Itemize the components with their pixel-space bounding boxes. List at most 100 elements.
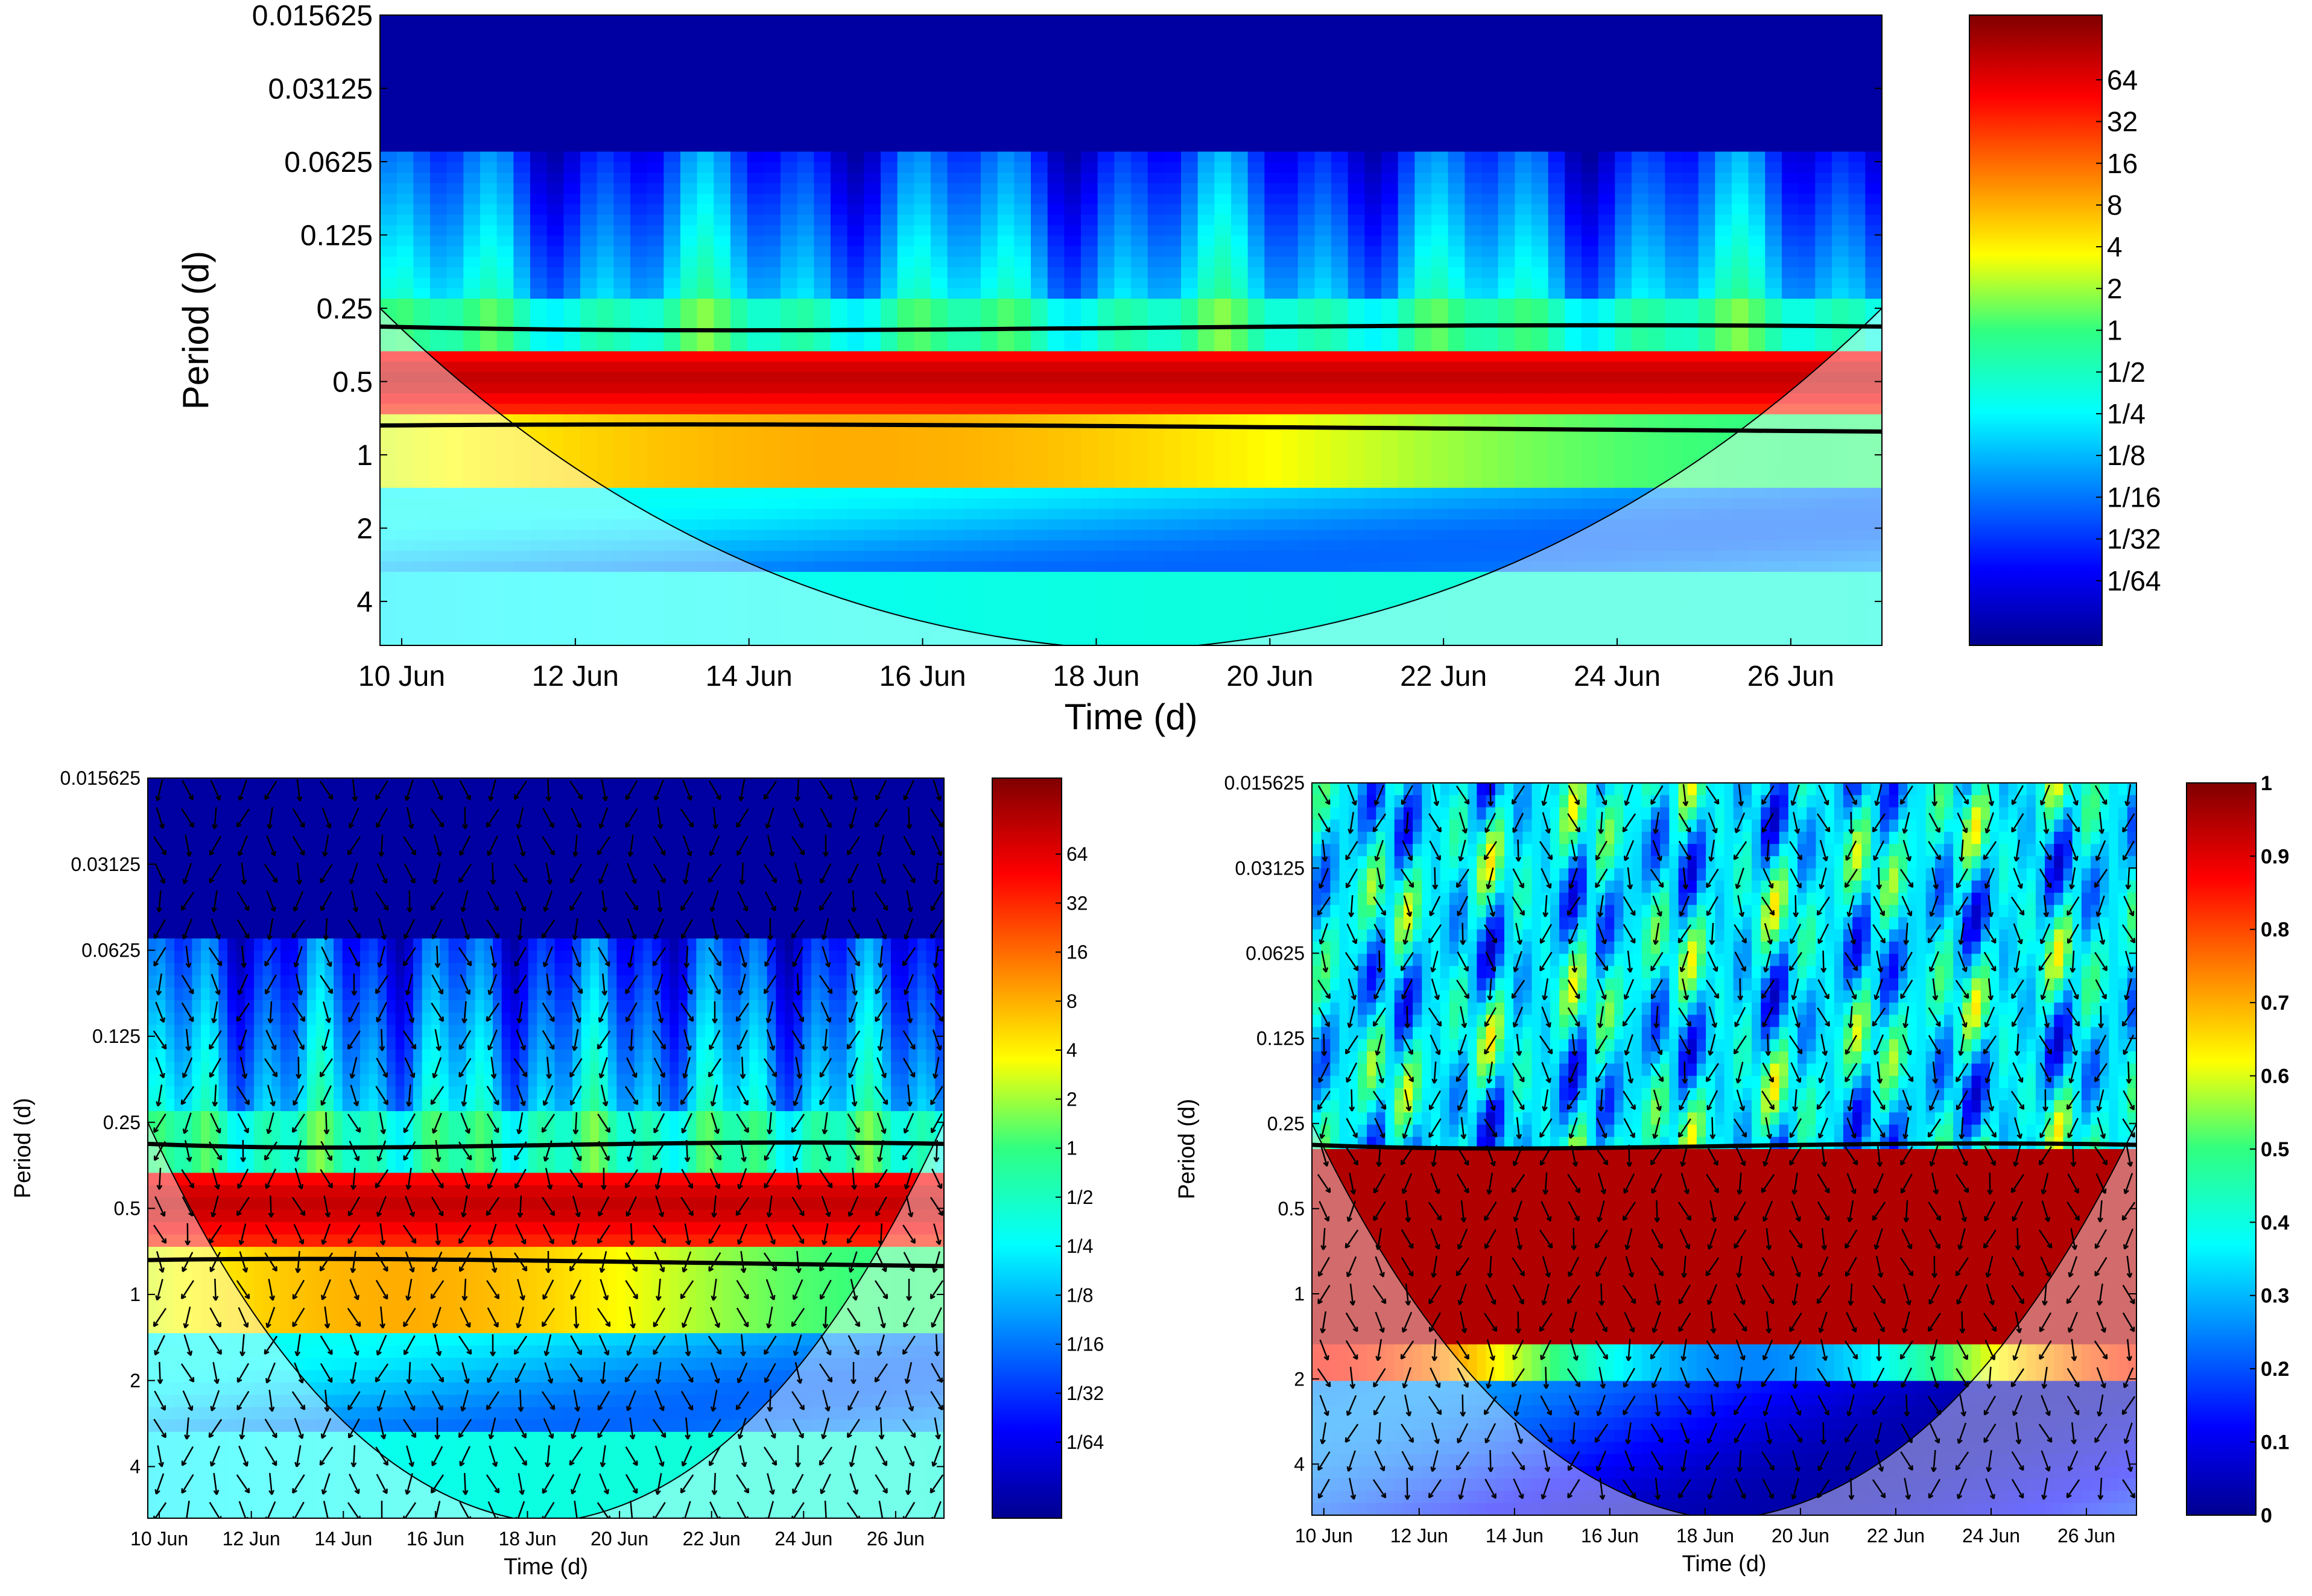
cone-of-influence-shade [1312,1123,2136,1515]
x-tick-label: 20 Jun [1772,1525,1829,1547]
x-tick-label: 12 Jun [1390,1525,1448,1547]
plot-frame [147,777,945,1519]
colorbar-tick-label: 4 [2107,231,2123,262]
colorbar-tick-label: 32 [2107,106,2138,138]
colorbar-tick-label: 16 [1066,942,1088,963]
x-tick-label: 26 Jun [867,1528,925,1550]
y-tick-label: 2 [130,1370,141,1392]
x-axis-label: Time (d) [1682,1551,1766,1577]
y-tick-label: 0.03125 [268,73,373,105]
colorbar-tick-label: 1/2 [2107,356,2146,388]
x-tick-label: 18 Jun [498,1528,556,1550]
colorbar-tick-label: 1/16 [1066,1334,1104,1355]
colorbar-tick-label: 1/4 [1066,1235,1093,1257]
plot-frame [1311,782,2137,1516]
coherence-panel: 0.015625 0.03125 0.0625 0.125 0.25 0.5 1 2 4 10 J… [1174,772,2289,1577]
x-tick-label: 16 Jun [879,660,966,692]
colorbar-tick-label: 1/32 [2107,524,2161,555]
cone-of-influence-line [148,1122,944,1518]
x-tick-label: 18 Jun [1053,660,1139,692]
y-tick-label: 4 [356,586,373,618]
colorbar-tick-label: 1/8 [1066,1284,1093,1306]
colorbar-tick-label: 1 [1066,1138,1077,1159]
cone-of-influence-line [1312,1123,2136,1515]
colorbar-tick-label: 0 [2261,1504,2272,1527]
colorbar [2186,782,2257,1516]
heatmap-area [148,778,944,1518]
significance-contour [1312,1141,2136,1151]
y-tick-label: 0.5 [1278,1198,1305,1220]
colorbar-tick-label: 1/2 [1066,1186,1093,1208]
y-tick-label: 2 [356,513,373,545]
colorbar-tick-label: 1/64 [1066,1431,1104,1453]
y-tick-label: 0.0625 [81,940,141,961]
x-tick-label: 14 Jun [1486,1525,1544,1547]
y-tick-label: 0.0625 [1246,943,1305,964]
significance-contour [380,422,1882,434]
colorbar-tick-label: 1 [2107,315,2123,346]
y-axis-label: Period (d) [176,251,216,410]
y-tick-label: 4 [1294,1454,1305,1475]
x-tick-label: 16 Jun [1581,1525,1639,1547]
y-tick-label: 2 [1294,1368,1305,1390]
x-tick-label: 24 Jun [1962,1525,2020,1547]
y-tick-label: 0.03125 [1235,857,1305,879]
y-tick-label: 1 [130,1284,141,1305]
x-tick-label: 16 Jun [407,1528,464,1550]
colorbar-tick-label: 0.5 [2261,1138,2289,1161]
x-tick-label: 24 Jun [774,1528,832,1550]
colorbar-tick-label: 1/32 [1066,1382,1104,1404]
y-tick-label: 0.125 [92,1025,141,1047]
colorbar-tick-label: 64 [2107,64,2138,95]
y-tick-label: 1 [356,440,373,472]
colorbar [1969,14,2103,646]
phase-arrows [153,779,944,1518]
x-tick-label: 10 Jun [130,1528,188,1550]
y-axis-label: Period (d) [10,1098,36,1199]
plot-frame [379,14,1883,646]
y-tick-label: 0.015625 [1224,772,1305,794]
heatmap-area [1312,783,2136,1515]
y-tick-label: 0.5 [332,366,373,398]
y-tick-label: 0.25 [1267,1113,1305,1135]
colorbar-tick-label: 0.6 [2261,1065,2289,1088]
colorbar-tick-label: 0.7 [2261,992,2289,1015]
y-tick-label: 0.0625 [284,147,373,179]
colorbar-tick-label: 2 [2107,273,2123,304]
significance-contour [148,1256,944,1268]
y-tick-label: 0.03125 [71,853,141,875]
x-tick-label: 26 Jun [1747,660,1834,692]
x-tick-label: 14 Jun [314,1528,372,1550]
colorbar-tick-label: 0.2 [2261,1358,2289,1381]
colorbar-tick-label: 0.1 [2261,1431,2289,1454]
y-tick-label: 0.125 [300,220,373,252]
colorbar-tick-label: 32 [1066,892,1088,914]
colorbar-tick-label: 0.3 [2261,1285,2289,1308]
y-tick-label: 0.015625 [252,0,373,32]
colorbar-tick-label: 1/16 [2107,481,2161,513]
y-axis-label: Period (d) [1174,1099,1200,1200]
colorbar-tick-label: 64 [1066,843,1088,865]
x-tick-label: 22 Jun [683,1528,741,1550]
x-axis-label: Time (d) [504,1554,588,1580]
x-tick-label: 26 Jun [2057,1525,2115,1547]
x-tick-label: 12 Jun [532,660,619,692]
x-tick-label: 12 Jun [223,1528,280,1550]
colorbar-tick-label: 1/4 [2107,398,2146,429]
cross-wavelet-panel: 0.015625 0.03125 0.0625 0.125 0.25 0.5 1 2 4 10 J… [10,767,1104,1580]
colorbar-tick-label: 16 [2107,148,2138,179]
colorbar-tick-label: 8 [1066,990,1077,1012]
x-tick-label: 22 Jun [1400,660,1487,692]
y-tick-label: 0.25 [103,1112,141,1133]
x-tick-label: 10 Jun [1295,1525,1353,1547]
colorbar-tick-label: 2 [1066,1088,1077,1110]
x-tick-label: 22 Jun [1867,1525,1925,1547]
significance-contour [148,1140,944,1150]
y-tick-label: 0.25 [317,293,373,325]
y-tick-label: 4 [130,1456,141,1478]
x-tick-label: 10 Jun [358,660,445,692]
x-tick-label: 20 Jun [591,1528,648,1550]
x-tick-label: 18 Jun [1676,1525,1734,1547]
colorbar-tick-label: 1/64 [2107,565,2161,597]
colorbar-tick-label: 0.4 [2261,1211,2289,1234]
